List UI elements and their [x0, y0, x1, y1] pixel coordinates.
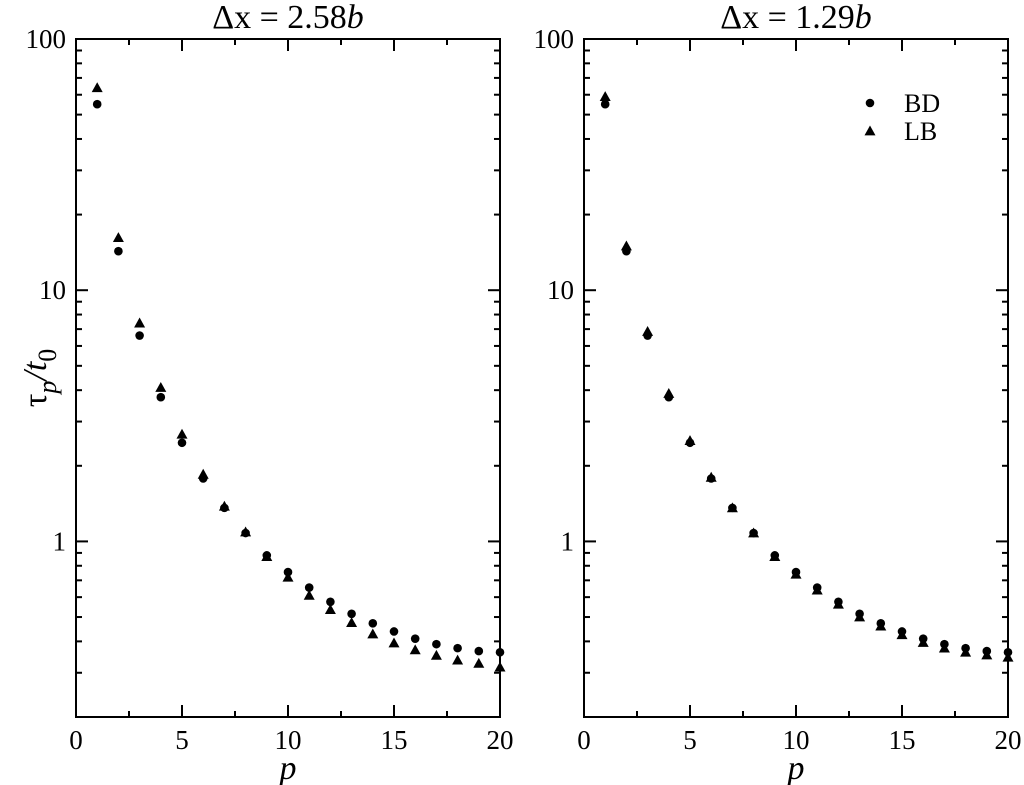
data-point-lb	[790, 568, 802, 579]
data-point-lb	[981, 649, 993, 660]
x-tick-label: 15	[889, 725, 916, 755]
y-tick-label: 100	[26, 24, 67, 54]
data-point-lb	[494, 661, 506, 672]
series-bd	[92, 99, 505, 657]
data-point-lb	[663, 387, 675, 398]
x-tick-label: 10	[275, 725, 302, 755]
chart-panel-1: 0 5 10 15 20 1 10 100 Δx = 2.58b p τp/t0	[17, 0, 514, 785]
x-tick-label: 20	[995, 725, 1022, 755]
data-point-lb	[261, 551, 273, 562]
y-tick-label: 10	[39, 275, 66, 305]
data-point-lb	[832, 598, 844, 609]
data-point-lb	[705, 471, 717, 482]
data-point-bd	[389, 627, 399, 636]
x-tick-label: 0	[69, 725, 83, 755]
data-point-lb	[240, 526, 252, 537]
data-point-bd	[495, 647, 505, 657]
data-point-lb	[748, 527, 760, 538]
data-point-lb	[452, 654, 464, 665]
data-point-bd	[177, 438, 187, 448]
panel-title: Δx = 2.58b	[212, 0, 364, 36]
data-point-lb	[91, 82, 103, 93]
legend-label-lb: LB	[904, 117, 937, 146]
data-point-lb	[324, 604, 336, 615]
data-point-bd	[304, 583, 314, 592]
plot-frame	[583, 38, 1009, 718]
x-tick-label: 10	[783, 725, 810, 755]
data-point-lb	[684, 435, 696, 445]
data-point-lb	[176, 428, 188, 439]
data-point-lb	[896, 629, 908, 640]
data-point-lb	[960, 646, 972, 657]
data-point-lb	[155, 381, 167, 392]
data-point-bd	[368, 619, 378, 628]
y-tick-label: 1	[561, 526, 575, 556]
series-lb	[599, 91, 1014, 662]
x-tick-label: 15	[381, 725, 408, 755]
x-tick-label: 20	[487, 725, 514, 755]
data-point-lb	[642, 325, 654, 336]
data-point-bd	[347, 609, 356, 619]
y-tick-label: 1	[53, 526, 67, 556]
series-bd	[600, 99, 1013, 657]
data-point-bd	[135, 331, 144, 340]
y-tick-label: 100	[534, 24, 575, 54]
data-point-lb	[938, 642, 950, 653]
data-point-bd	[432, 639, 441, 649]
data-point-lb	[409, 644, 421, 655]
data-point-lb	[769, 551, 781, 562]
y-tick-label: 10	[547, 275, 574, 305]
panel-title: Δx = 1.29b	[720, 0, 872, 36]
data-point-bd	[410, 634, 420, 643]
data-point-bd	[114, 246, 123, 256]
data-point-lb	[917, 636, 929, 647]
data-point-lb	[875, 620, 887, 631]
plot-frame	[75, 38, 501, 718]
data-point-lb	[726, 502, 738, 513]
data-point-bd	[474, 646, 484, 656]
data-point-lb	[134, 317, 146, 328]
data-point-lb	[473, 657, 485, 668]
data-point-lb	[430, 649, 442, 660]
legend-label-bd: BD	[904, 89, 940, 118]
data-point-lb	[346, 617, 358, 628]
x-tick-label: 0	[577, 725, 591, 755]
legend-marker-bd	[865, 98, 875, 108]
series-lb	[91, 82, 506, 672]
data-point-lb	[197, 468, 209, 479]
data-point-lb	[620, 240, 632, 251]
data-point-bd	[453, 643, 462, 653]
data-point-lb	[854, 611, 866, 622]
data-point-lb	[282, 571, 294, 582]
x-axis-label: p	[786, 750, 805, 785]
data-point-lb	[388, 637, 400, 648]
y-axis-label: τp/t0	[17, 349, 62, 408]
data-point-bd	[600, 99, 610, 109]
legend-marker-lb	[864, 125, 876, 136]
x-axis-label: p	[278, 750, 297, 785]
data-point-lb	[811, 584, 823, 595]
data-point-lb	[218, 500, 230, 511]
data-point-lb	[112, 232, 124, 242]
data-point-bd	[92, 99, 102, 109]
data-point-bd	[156, 392, 166, 402]
data-point-lb	[599, 91, 611, 101]
data-point-lb	[1002, 651, 1014, 662]
x-tick-label: 5	[175, 725, 189, 755]
data-point-lb	[367, 628, 379, 639]
x-tick-label: 5	[683, 725, 697, 755]
data-point-bd	[326, 597, 335, 607]
data-point-lb	[303, 589, 315, 600]
